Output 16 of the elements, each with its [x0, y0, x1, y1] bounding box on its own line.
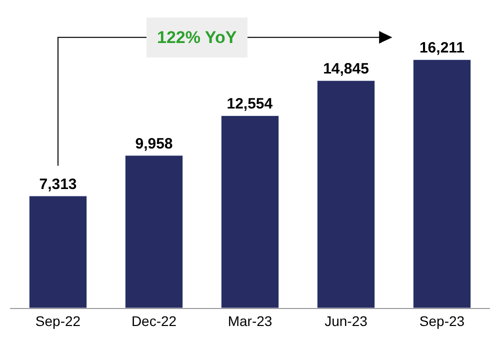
x-tick-label: Sep-22	[35, 312, 81, 329]
bar	[220, 115, 280, 308]
x-tick-label: Mar-23	[228, 312, 272, 329]
data-label: 9,958	[135, 135, 173, 152]
data-label: 16,211	[419, 40, 465, 57]
x-tick-label: Dec-22	[131, 312, 177, 329]
data-label: 14,845	[323, 60, 369, 78]
bar	[124, 155, 184, 308]
data-label: 7,313	[39, 176, 77, 193]
bar	[316, 80, 376, 308]
x-tick-label: Jun-23	[324, 312, 368, 329]
bar	[412, 59, 472, 308]
text: 122% YoY	[157, 28, 238, 47]
data-label: 12,554	[226, 96, 274, 113]
bar	[28, 196, 88, 308]
x-tick-label: Sep-23	[419, 312, 465, 329]
